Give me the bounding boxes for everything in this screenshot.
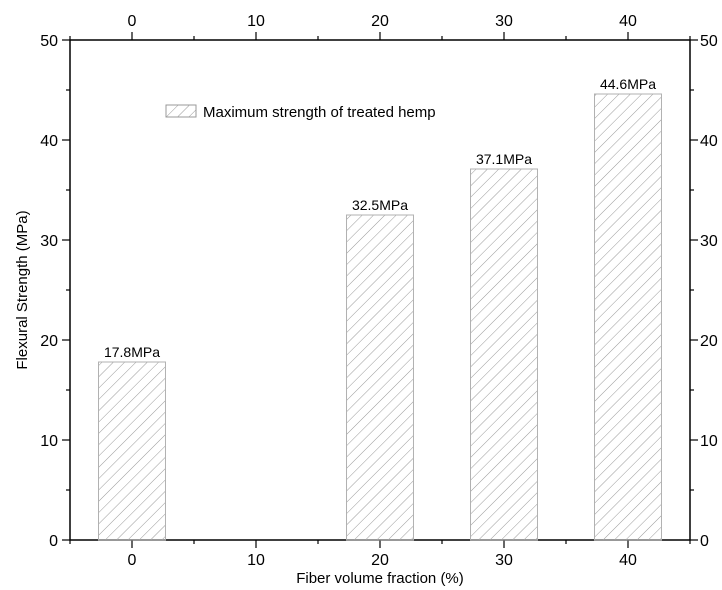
x-tick-label: 40 [619, 552, 637, 569]
x-tick-label: 10 [247, 552, 265, 569]
x-tick-label: 30 [495, 552, 513, 569]
y-right-tick-label: 10 [700, 433, 718, 450]
y-right-tick-label: 30 [700, 233, 718, 250]
bar-30 [470, 168, 538, 541]
legend: Maximum strength of treated hemp [165, 104, 436, 121]
x-tick-label: 20 [371, 552, 389, 569]
legend-swatch [165, 104, 197, 118]
bar-0 [98, 361, 166, 541]
y-tick-label: 30 [40, 233, 58, 250]
x-top-tick-label: 0 [128, 13, 137, 30]
tick-labels: 0 0 10 10 20 20 30 30 40 40 50 50 0 0 10 10 20 20 30 30 40 40 [40, 13, 718, 569]
y-right-tick-label: 20 [700, 333, 718, 350]
bars [98, 93, 662, 541]
y-tick-label: 10 [40, 433, 58, 450]
data-label-40: 44.6MPa [600, 76, 656, 92]
data-label-30: 37.1MPa [476, 151, 532, 167]
data-labels: 17.8MPa 32.5MPa 37.1MPa 44.6MPa [104, 76, 656, 360]
y-tick-label: 50 [40, 33, 58, 50]
y-tick-label: 0 [49, 533, 58, 550]
y-tick-label: 20 [40, 333, 58, 350]
bar-40 [594, 93, 662, 541]
data-label-20: 32.5MPa [352, 197, 408, 213]
y-right-tick-label: 50 [700, 33, 718, 50]
axis-ticks [62, 32, 698, 548]
y-axis-label: Flexural Strength (MPa) [14, 210, 31, 369]
x-axis-label: Fiber volume fraction (%) [296, 570, 464, 587]
x-top-tick-label: 10 [247, 13, 265, 30]
x-top-tick-label: 40 [619, 13, 637, 30]
y-right-tick-label: 40 [700, 133, 718, 150]
bar-20 [346, 214, 414, 541]
x-top-tick-label: 20 [371, 13, 389, 30]
y-tick-label: 40 [40, 133, 58, 150]
x-tick-label: 0 [128, 552, 137, 569]
x-top-tick-label: 30 [495, 13, 513, 30]
y-right-tick-label: 0 [700, 533, 709, 550]
legend-label: Maximum strength of treated hemp [203, 104, 436, 121]
data-label-0: 17.8MPa [104, 344, 160, 360]
